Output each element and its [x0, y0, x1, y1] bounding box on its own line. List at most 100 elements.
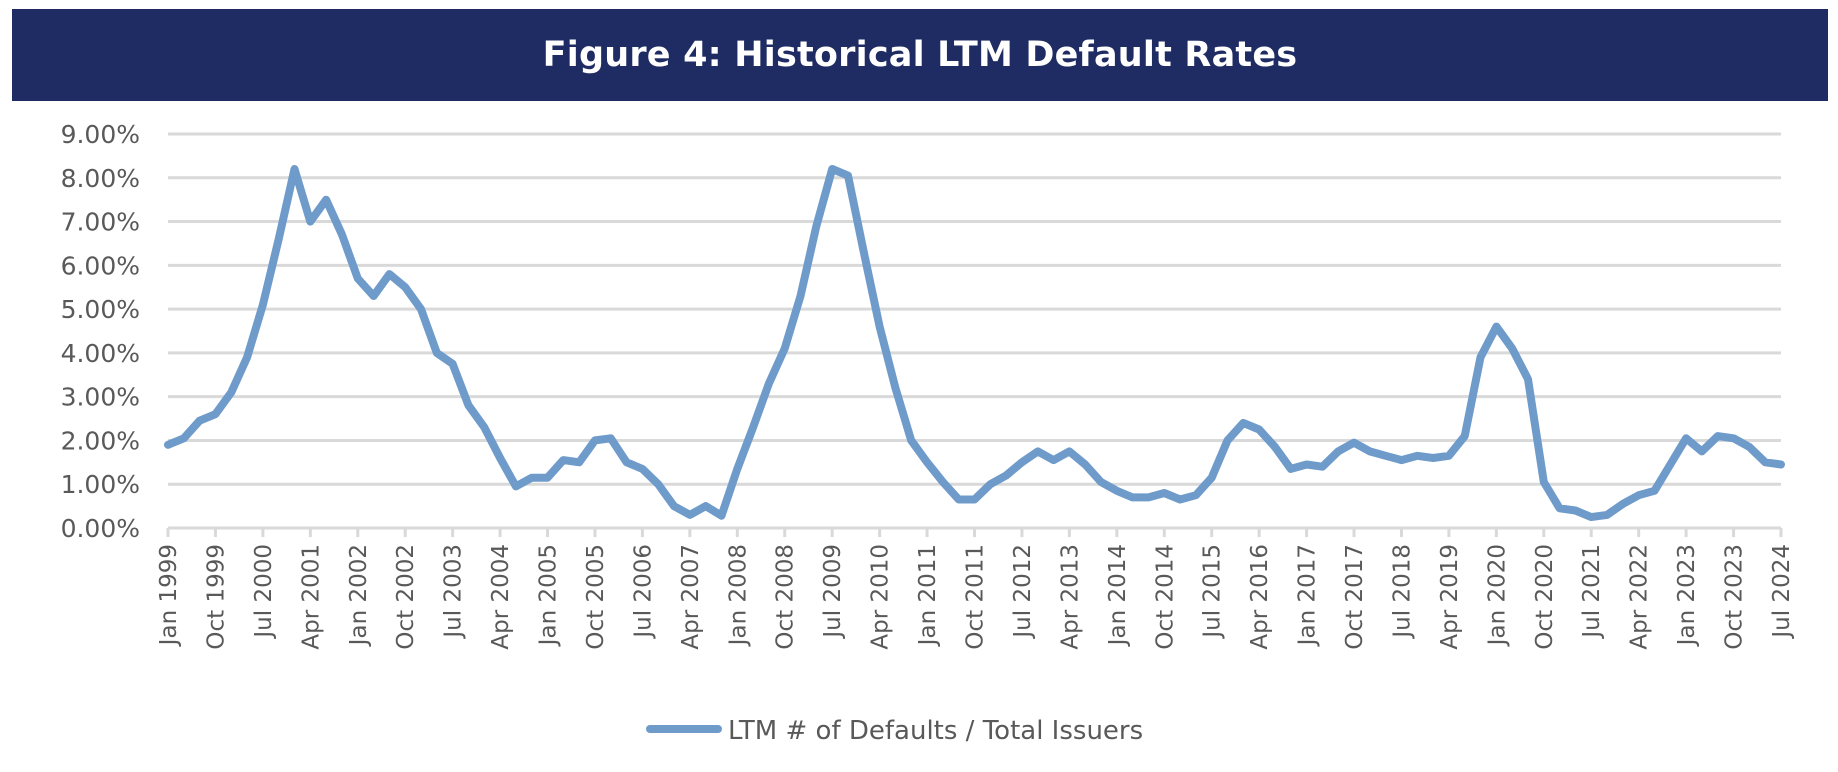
data-point	[229, 390, 233, 394]
data-point	[767, 382, 771, 386]
data-point	[783, 347, 787, 351]
data-point	[1573, 509, 1577, 513]
data-point	[846, 174, 850, 178]
data-point	[1747, 445, 1751, 449]
data-point	[1162, 491, 1166, 495]
data-point	[1494, 325, 1498, 329]
data-point	[720, 514, 724, 518]
data-point	[925, 460, 929, 464]
x-tick-label: Oct 2011	[963, 544, 989, 650]
data-point	[1479, 355, 1483, 359]
data-point	[1305, 463, 1309, 467]
data-point	[467, 403, 471, 407]
data-point	[1763, 460, 1767, 464]
data-point	[1147, 495, 1151, 499]
data-point	[277, 237, 281, 241]
data-point	[198, 419, 202, 423]
data-point	[909, 438, 913, 442]
x-tick-label: Jul 2012	[1010, 544, 1036, 640]
data-point	[372, 294, 376, 298]
data-point	[482, 425, 486, 429]
data-point	[1779, 463, 1783, 467]
data-point	[957, 498, 961, 502]
data-point	[878, 325, 882, 329]
x-tick-label: Jan 2020	[1484, 544, 1510, 647]
y-tick-label: 4.00%	[61, 339, 140, 368]
data-point	[1605, 513, 1609, 517]
x-tick-label: Jan 2023	[1674, 544, 1700, 647]
data-point	[546, 476, 550, 480]
data-point	[1241, 421, 1245, 425]
x-tick-label: Apr 2013	[1057, 544, 1083, 650]
data-point	[324, 198, 328, 202]
data-point	[1716, 434, 1720, 438]
data-point	[530, 476, 534, 480]
data-point	[387, 272, 391, 276]
x-tick-label: Apr 2022	[1627, 544, 1653, 650]
x-tick-label: Jul 2003	[441, 544, 467, 640]
data-point	[1320, 465, 1324, 469]
x-tick-label: Apr 2010	[868, 544, 894, 650]
data-point	[640, 467, 644, 471]
data-point	[814, 224, 818, 228]
x-tick-label: Apr 2007	[678, 544, 704, 650]
data-point	[688, 513, 692, 517]
data-point	[1400, 458, 1404, 462]
data-point	[1226, 438, 1230, 442]
data-point	[1415, 454, 1419, 458]
x-tick-label: Jan 2014	[1105, 544, 1131, 647]
data-point	[609, 436, 613, 440]
data-point	[1463, 434, 1467, 438]
data-point	[988, 482, 992, 486]
data-point	[1020, 460, 1024, 464]
data-point	[561, 458, 565, 462]
data-point	[1289, 467, 1293, 471]
data-point	[403, 285, 407, 289]
data-point	[1589, 515, 1593, 519]
data-point	[862, 250, 866, 254]
data-point	[830, 167, 834, 171]
data-point	[1637, 493, 1641, 497]
x-tick-label: Apr 2019	[1437, 544, 1463, 650]
data-point	[625, 460, 629, 464]
data-point	[1115, 489, 1119, 493]
series-line-ltm-default-rate	[164, 165, 1785, 522]
x-tick-label: Oct 2023	[1722, 544, 1748, 650]
data-point	[1273, 445, 1277, 449]
data-point	[1653, 489, 1657, 493]
legend: LTM # of Defaults / Total Issuers	[646, 716, 1143, 746]
y-tick-label: 0.00%	[61, 514, 140, 543]
data-point	[577, 460, 581, 464]
x-tick-label: Jul 2021	[1579, 544, 1605, 640]
data-point	[1510, 347, 1514, 351]
data-point	[1384, 454, 1388, 458]
x-axis	[166, 526, 1783, 537]
legend-label: LTM # of Defaults / Total Issuers	[728, 716, 1143, 746]
data-point	[1131, 495, 1135, 499]
series-group	[164, 165, 1785, 522]
x-tick-label: Jan 2002	[346, 544, 372, 647]
y-tick-label: 3.00%	[61, 383, 140, 412]
data-point	[1558, 506, 1562, 510]
data-point	[1210, 476, 1214, 480]
data-point	[435, 351, 439, 355]
x-tick-label: Jan 2005	[536, 544, 562, 647]
x-tick-label: Jul 2006	[630, 544, 656, 640]
x-axis-tick-labels: Jan 1999 Oct 1999 Jul 2000 Apr 2001 Jan 2002…	[156, 544, 1795, 650]
data-point	[1684, 436, 1688, 440]
data-point	[419, 307, 423, 311]
y-tick-label: 6.00%	[61, 251, 140, 280]
x-tick-label: Oct 2005	[583, 544, 609, 650]
data-point	[451, 362, 455, 366]
data-point	[308, 220, 312, 224]
y-tick-label: 5.00%	[61, 295, 140, 324]
data-point	[704, 504, 708, 508]
x-tick-label: Apr 2004	[488, 544, 514, 650]
data-point	[893, 386, 897, 390]
data-point	[1368, 449, 1372, 453]
y-tick-label: 9.00%	[61, 120, 140, 149]
data-point	[973, 498, 977, 502]
data-point	[1447, 454, 1451, 458]
data-point	[1732, 436, 1736, 440]
